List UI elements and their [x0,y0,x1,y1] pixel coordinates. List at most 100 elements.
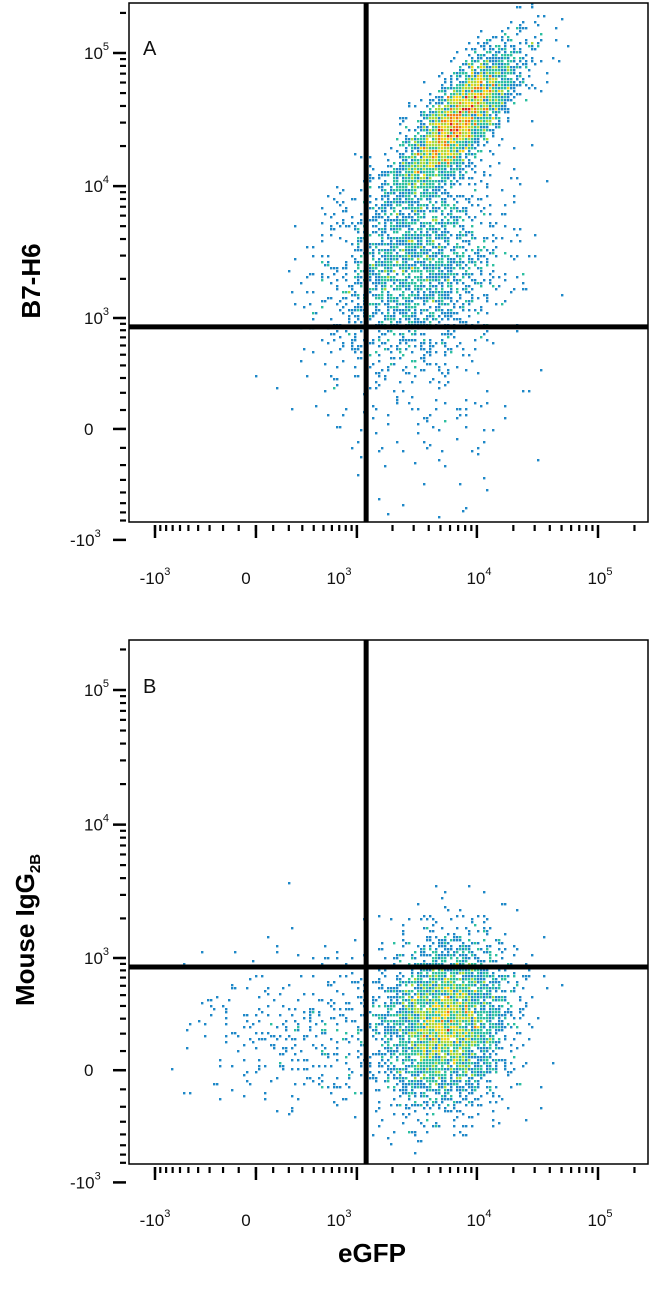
event-dot [450,975,453,978]
event-dot [480,75,483,78]
event-dot [270,1044,273,1047]
event-dot [285,1050,288,1053]
event-dot [387,513,390,516]
event-dot [357,348,360,351]
event-dot [444,969,447,972]
event-dot [444,1080,447,1083]
event-dot [342,267,345,270]
event-dot [402,333,405,336]
event-dot [279,1062,282,1065]
event-dot [384,276,387,279]
event-dot [381,243,384,246]
event-dot [312,351,315,354]
event-dot [489,1047,492,1050]
event-dot [468,1050,471,1053]
event-dot [453,969,456,972]
event-dot [498,1011,501,1014]
event-dot [417,1008,420,1011]
event-dot [396,1059,399,1062]
event-dot [360,1065,363,1068]
event-dot [336,957,339,960]
event-dot [441,222,444,225]
event-dot [483,66,486,69]
event-dot [411,975,414,978]
event-dot [447,204,450,207]
event-dot [450,174,453,177]
event-dot [462,963,465,966]
event-dot [405,231,408,234]
event-dot [417,171,420,174]
event-dot [504,96,507,99]
event-dot [456,123,459,126]
event-dot [411,1053,414,1056]
event-dot [351,243,354,246]
event-dot [402,924,405,927]
event-dot [372,282,375,285]
event-dot [489,975,492,978]
event-dot [495,1068,498,1071]
event-dot [447,174,450,177]
event-dot [372,339,375,342]
event-dot [474,1074,477,1077]
event-dot [447,165,450,168]
event-dot [480,222,483,225]
event-dot [393,996,396,999]
event-dot [468,273,471,276]
event-dot [405,159,408,162]
event-dot [423,969,426,972]
event-dot [396,225,399,228]
event-dot [441,1032,444,1035]
event-dot [426,990,429,993]
event-dot [399,222,402,225]
event-dot [513,84,516,87]
event-dot [414,156,417,159]
event-dot [387,201,390,204]
event-dot [378,174,381,177]
event-dot [510,1062,513,1065]
event-dot [405,942,408,945]
event-dot [186,1047,189,1050]
event-dot [459,1065,462,1068]
event-dot [384,207,387,210]
event-dot [453,1134,456,1137]
event-dot [432,243,435,246]
event-dot [411,1014,414,1017]
event-dot [357,1056,360,1059]
event-dot [444,1047,447,1050]
event-dot [354,981,357,984]
event-dot [435,408,438,411]
event-dot [426,981,429,984]
event-dot [408,303,411,306]
event-dot [396,231,399,234]
event-dot [495,1014,498,1017]
event-dot [462,282,465,285]
event-dot [453,1083,456,1086]
event-dot [429,1107,432,1110]
x-tick-label: 103 [326,566,351,588]
event-dot [471,93,474,96]
event-dot [420,972,423,975]
event-dot [507,87,510,90]
event-dot [411,150,414,153]
event-dot [417,174,420,177]
event-dot [468,147,471,150]
event-dot [312,993,315,996]
event-dot [519,183,522,186]
event-dot [447,1083,450,1086]
event-dot [450,990,453,993]
event-dot [426,150,429,153]
event-dot [411,984,414,987]
event-dot [396,237,399,240]
event-dot [378,1101,381,1104]
event-dot [492,999,495,1002]
event-dot [453,1026,456,1029]
event-dot [432,345,435,348]
event-dot [510,72,513,75]
event-dot [471,117,474,120]
event-dot [459,1044,462,1047]
event-dot [438,156,441,159]
event-dot [438,129,441,132]
event-dot [426,234,429,237]
event-dot [462,1068,465,1071]
event-dot [450,987,453,990]
